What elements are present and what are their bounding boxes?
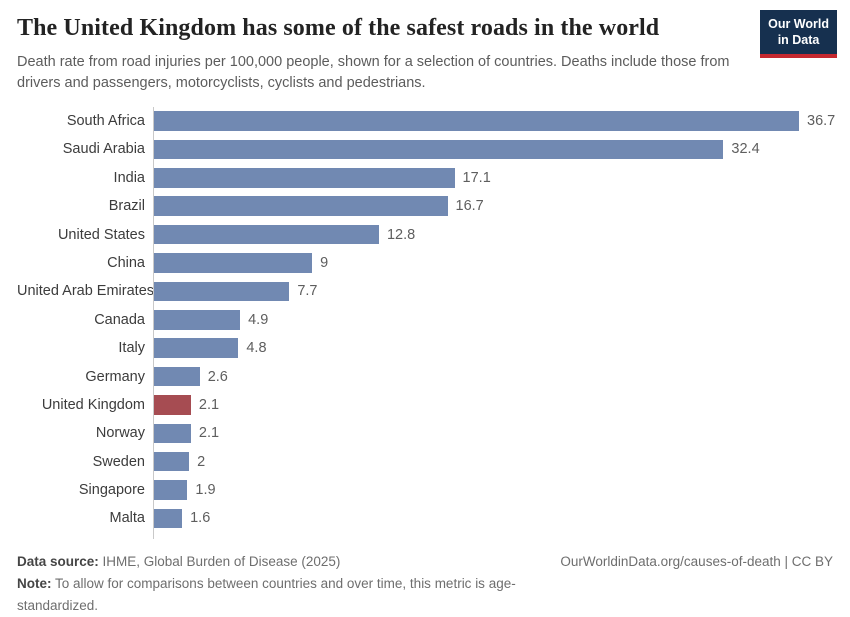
bar[interactable] bbox=[154, 168, 455, 188]
axis-line bbox=[153, 532, 833, 539]
bar-chart: South Africa 36.7 Saudi Arabia 32.4 India 17.… bbox=[17, 106, 836, 539]
owid-logo-line2: in Data bbox=[777, 32, 820, 47]
bar-track: 17.1 bbox=[153, 163, 833, 192]
bar[interactable] bbox=[154, 196, 448, 216]
bar-track: 12.8 bbox=[153, 220, 833, 249]
category-label: Malta bbox=[109, 510, 145, 527]
chart-row: Singapore 1.9 bbox=[17, 475, 833, 505]
bar-track: 16.7 bbox=[153, 192, 833, 221]
value-label: 32.4 bbox=[731, 141, 760, 158]
bar-track: 4.8 bbox=[153, 333, 833, 363]
value-label: 4.8 bbox=[246, 340, 267, 357]
bar[interactable] bbox=[154, 338, 239, 358]
owid-logo-line1: Our World bbox=[768, 17, 829, 31]
note-line: Note: To allow for comparisons between c… bbox=[17, 573, 560, 617]
bar-track: 2.1 bbox=[153, 390, 833, 420]
bar[interactable] bbox=[154, 111, 799, 131]
category-label: United Kingdom bbox=[41, 396, 145, 413]
bar[interactable] bbox=[154, 423, 191, 444]
chart-row: United Arab Emirates 7.7 bbox=[17, 277, 833, 306]
note-text: To allow for comparisons between countri… bbox=[17, 575, 516, 614]
chart-row: Brazil 16.7 bbox=[17, 192, 833, 221]
value-label: 17.1 bbox=[462, 169, 491, 186]
chart-row: India 17.1 bbox=[17, 163, 833, 192]
bar-track: 1.6 bbox=[153, 504, 833, 533]
bar-track: 4.9 bbox=[153, 305, 833, 334]
chart-subtitle: Death rate from road injuries per 100,00… bbox=[17, 53, 730, 91]
chart-footer: Data source: IHME, Global Burden of Dise… bbox=[17, 551, 833, 617]
bar[interactable] bbox=[154, 395, 191, 415]
bar[interactable] bbox=[154, 281, 290, 302]
bar-track: 2 bbox=[153, 447, 833, 476]
category-label: Canada bbox=[94, 311, 145, 328]
category-label: Italy bbox=[118, 340, 145, 357]
bar[interactable] bbox=[154, 224, 379, 245]
value-label: 12.8 bbox=[386, 226, 416, 243]
category-label: South Africa bbox=[66, 113, 145, 130]
category-label: Sweden bbox=[92, 453, 145, 470]
bar-track: 1.9 bbox=[153, 475, 833, 505]
bar-track: 36.7 bbox=[153, 106, 836, 136]
bar-track: 7.7 bbox=[153, 277, 833, 306]
page-title: The United Kingdom has some of the safes… bbox=[17, 15, 660, 41]
value-label: 2 bbox=[197, 453, 206, 470]
value-label: 16.7 bbox=[455, 198, 484, 215]
chart-row: Malta 1.6 bbox=[17, 504, 833, 533]
bar-track: 2.6 bbox=[153, 362, 833, 391]
value-label: 7.7 bbox=[297, 283, 318, 300]
bar-track: 9 bbox=[153, 248, 833, 278]
bar[interactable] bbox=[154, 310, 241, 330]
value-label: 1.6 bbox=[190, 510, 211, 527]
chart-row: United States 12.8 bbox=[17, 220, 833, 249]
bar[interactable] bbox=[154, 139, 724, 160]
category-label: United Arab Emirates bbox=[17, 283, 155, 300]
category-label: Saudi Arabia bbox=[62, 141, 145, 158]
category-label: Brazil bbox=[108, 198, 145, 215]
value-label: 2.1 bbox=[198, 396, 220, 413]
category-label: Germany bbox=[85, 368, 145, 385]
chart-row: Sweden 2 bbox=[17, 447, 833, 476]
chart-row: Canada 4.9 bbox=[17, 305, 833, 334]
chart-row: South Africa 36.7 bbox=[17, 106, 836, 136]
chart-header: The United Kingdom has some of the safes… bbox=[17, 10, 837, 94]
category-label: China bbox=[107, 254, 145, 271]
bar[interactable] bbox=[154, 480, 188, 500]
chart-row: Germany 2.6 bbox=[17, 362, 833, 391]
value-label: 1.9 bbox=[195, 482, 216, 499]
owid-logo: Our World in Data bbox=[760, 10, 837, 59]
chart-row: Norway 2.1 bbox=[17, 419, 833, 448]
value-label: 2.1 bbox=[198, 425, 220, 442]
bar-track: 32.4 bbox=[153, 135, 833, 164]
note-label: Note: bbox=[17, 575, 52, 591]
category-label: Norway bbox=[95, 425, 145, 442]
data-source-line: Data source: IHME, Global Burden of Dise… bbox=[17, 551, 560, 573]
data-source-label: Data source: bbox=[17, 553, 99, 569]
value-label: 9 bbox=[320, 254, 329, 271]
category-label: India bbox=[113, 169, 145, 186]
chart-row: United Kingdom 2.1 bbox=[17, 390, 833, 420]
axis-tail bbox=[17, 532, 833, 539]
value-label: 2.6 bbox=[207, 368, 228, 385]
chart-row: Italy 4.8 bbox=[17, 333, 833, 363]
chart-row: Saudi Arabia 32.4 bbox=[17, 135, 833, 164]
value-label: 36.7 bbox=[807, 113, 836, 130]
bar[interactable] bbox=[154, 451, 190, 472]
chart-row: China 9 bbox=[17, 248, 833, 278]
value-label: 4.9 bbox=[248, 311, 269, 328]
bar[interactable] bbox=[154, 366, 200, 387]
bar-track: 2.1 bbox=[153, 419, 833, 448]
category-label: Singapore bbox=[78, 482, 145, 499]
bar[interactable] bbox=[154, 508, 183, 529]
bar[interactable] bbox=[154, 253, 313, 273]
category-label: United States bbox=[57, 226, 145, 243]
footer-left: Data source: IHME, Global Burden of Dise… bbox=[17, 551, 560, 617]
license-text: OurWorldinData.org/causes-of-death | CC … bbox=[560, 553, 833, 569]
data-source-text: IHME, Global Burden of Disease (2025) bbox=[98, 553, 341, 569]
